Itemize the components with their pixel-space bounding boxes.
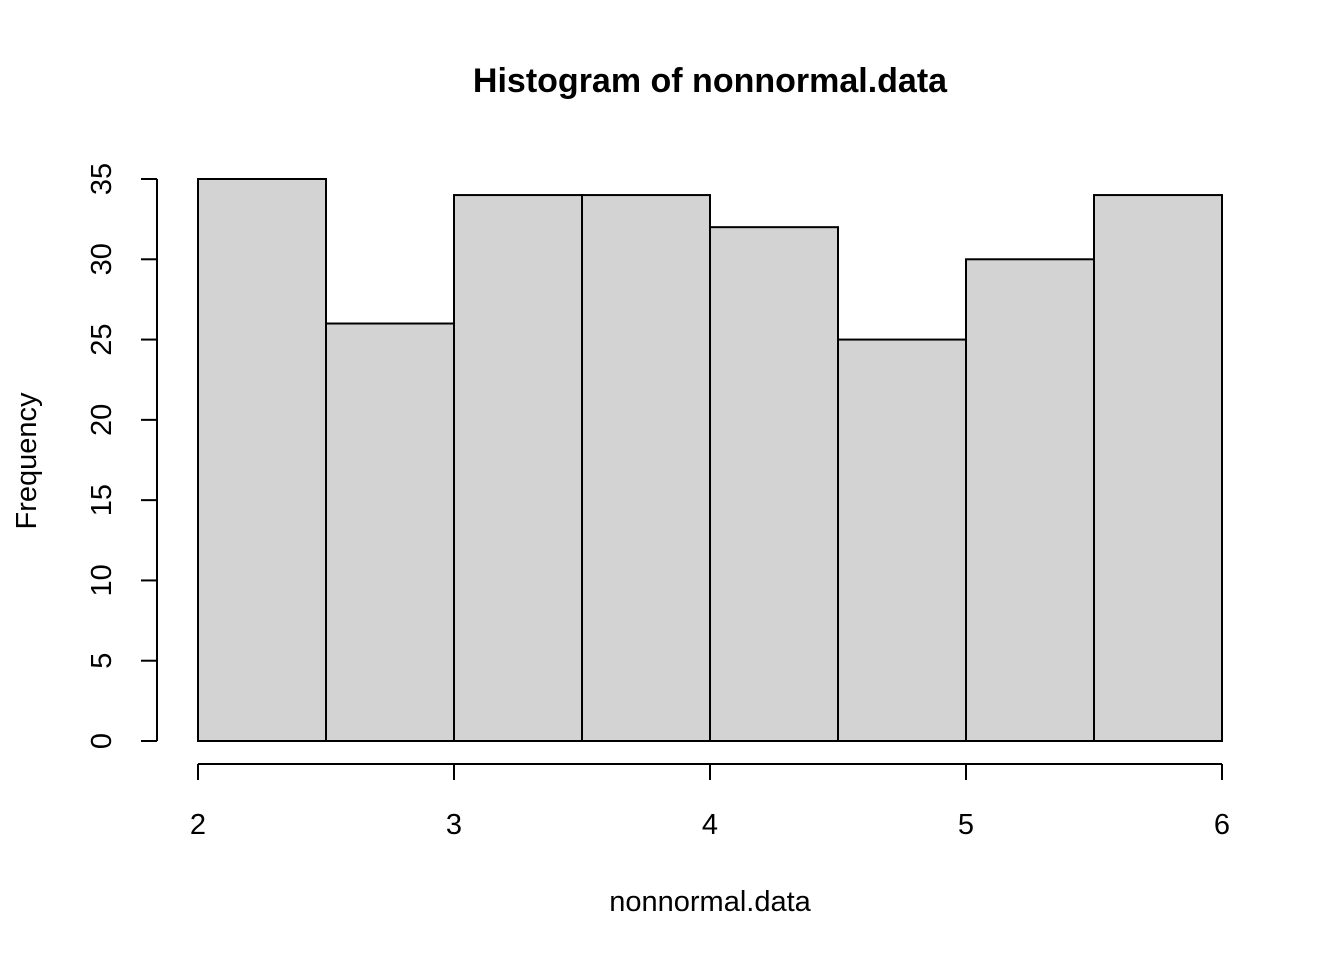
y-tick-label: 10	[86, 564, 118, 596]
x-tick-label: 3	[446, 809, 462, 841]
y-tick-label: 20	[86, 404, 118, 436]
histogram-bar	[197, 178, 327, 742]
histogram-bar	[325, 322, 455, 742]
chart-title: Histogram of nonnormal.data	[473, 62, 948, 100]
histogram-bar	[965, 258, 1095, 742]
histogram-bar	[1093, 194, 1223, 743]
y-axis-label: Frequency	[11, 392, 43, 530]
x-axis: 2 3 4 5 6	[190, 763, 1230, 841]
histogram-bar	[453, 194, 583, 743]
y-tick-label: 0	[86, 733, 118, 749]
histogram-bar	[709, 226, 839, 742]
x-tick-label: 5	[958, 809, 974, 841]
x-tick-label: 2	[190, 809, 206, 841]
histogram-bar	[837, 338, 967, 742]
x-tick-label: 4	[702, 809, 718, 841]
y-axis: 0 5 10 15 20 25 30 35	[86, 163, 158, 749]
bars-group	[197, 178, 1223, 743]
y-tick-label: 15	[86, 484, 118, 516]
y-tick-label: 35	[86, 163, 118, 195]
x-axis-label: nonnormal.data	[609, 886, 811, 918]
y-tick-label: 30	[86, 243, 118, 275]
x-tick-label: 6	[1214, 809, 1230, 841]
histogram-bar	[581, 194, 711, 743]
y-tick-label: 5	[86, 653, 118, 669]
y-tick-label: 25	[86, 323, 118, 355]
